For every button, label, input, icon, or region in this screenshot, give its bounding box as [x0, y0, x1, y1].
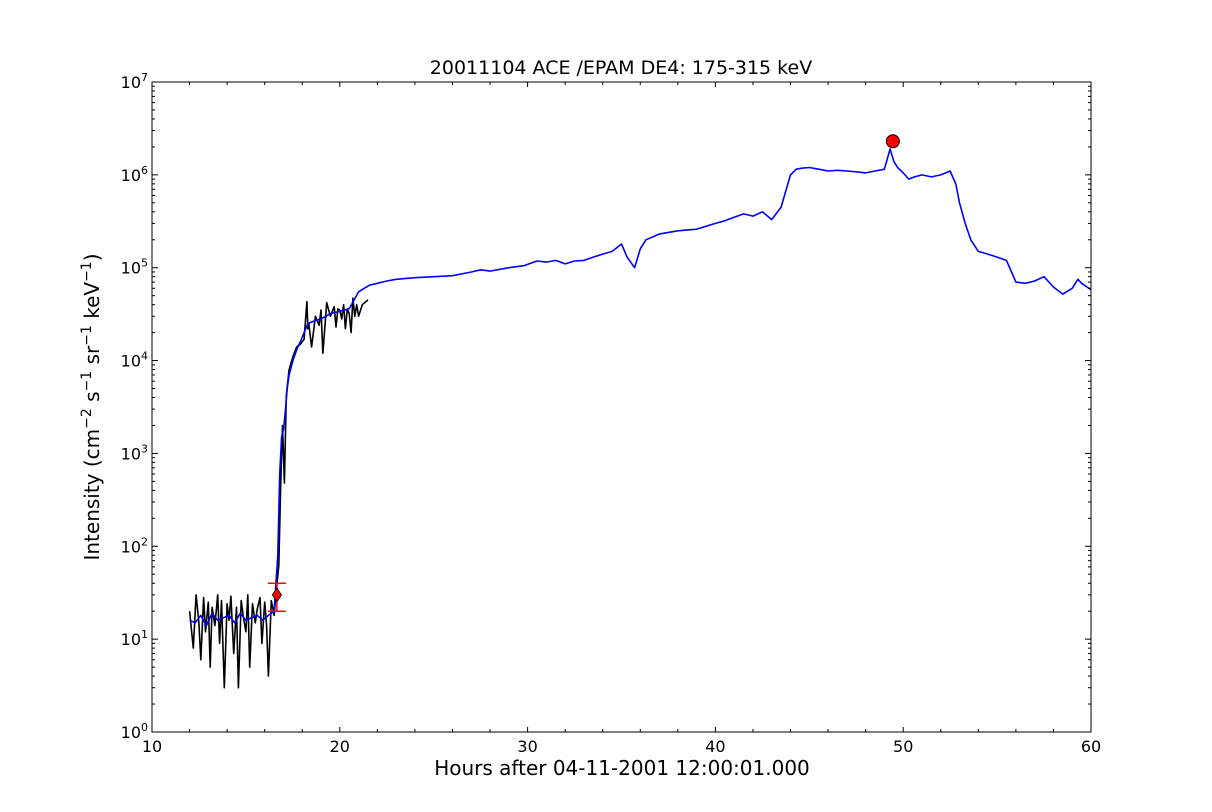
y-tick-label: 105: [121, 257, 148, 278]
marker-peak: [885, 134, 900, 149]
series-line-smooth: [189, 148, 1092, 627]
y-axis-label: Intensity (cm−2 s−1 sr−1 keV−1): [79, 253, 104, 560]
y-tick-label: 100: [121, 721, 148, 742]
x-tick-label: 40: [705, 737, 725, 756]
series-layer: [188, 148, 1092, 689]
chart-title: 20011104 ACE /EPAM DE4: 175-315 keV: [430, 57, 812, 79]
x-tick-label: 50: [893, 737, 913, 756]
marker-layer: [267, 134, 900, 612]
y-tick-label: 101: [121, 628, 148, 649]
marker-onset: [271, 587, 282, 603]
x-tick-label: 60: [1081, 737, 1101, 756]
y-tick-label: 104: [121, 350, 148, 371]
y-tick-label: 106: [121, 164, 148, 185]
plot-frame: [151, 81, 1092, 733]
ticks-layer: 10 20 30 40 50 60 100 101 102 103 104 105 106 107: [121, 71, 1102, 756]
x-tick-label: 10: [142, 737, 162, 756]
x-tick-label: 20: [330, 737, 350, 756]
y-tick-label: 107: [121, 71, 148, 92]
x-axis-label: Hours after 04-11-2001 12:00:01.000: [434, 756, 810, 780]
x-tick-label: 30: [517, 737, 537, 756]
y-tick-label: 103: [121, 442, 148, 463]
y-tick-label: 102: [121, 535, 148, 556]
